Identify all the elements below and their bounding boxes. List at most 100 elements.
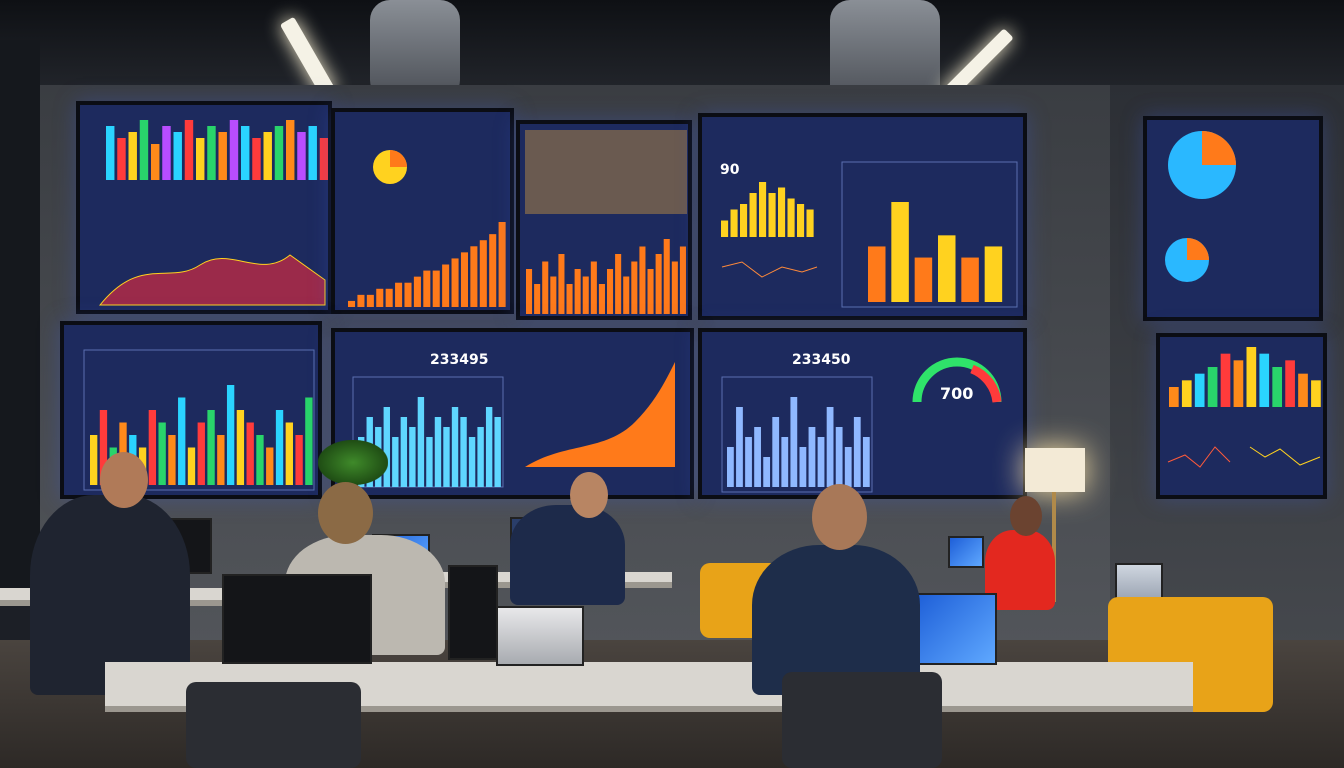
chart-bar bbox=[740, 204, 748, 237]
chart-bar bbox=[1246, 347, 1257, 407]
chart-bar bbox=[663, 239, 670, 314]
lamp-stand bbox=[1052, 492, 1056, 602]
chart-bar bbox=[218, 132, 227, 180]
chart-bar bbox=[404, 282, 412, 307]
chart-bar bbox=[434, 417, 442, 487]
chart-bar bbox=[1311, 380, 1321, 407]
chart-bar bbox=[477, 427, 484, 487]
chart-bar bbox=[400, 417, 408, 487]
pie-slice bbox=[1202, 131, 1236, 165]
chart-bar bbox=[187, 447, 196, 485]
chart-bar bbox=[808, 427, 816, 487]
chart-bar bbox=[90, 435, 98, 485]
chart-bar bbox=[229, 120, 239, 180]
chart-bar bbox=[274, 126, 284, 180]
chart-bar bbox=[443, 427, 450, 487]
area-chart bbox=[98, 254, 326, 306]
chart-bar bbox=[256, 435, 264, 485]
chart-bar bbox=[749, 193, 757, 237]
chart-frame bbox=[721, 376, 873, 493]
monitor bbox=[222, 574, 372, 664]
chart-bar bbox=[417, 397, 425, 487]
chart-frame bbox=[841, 161, 1018, 308]
chart-bar bbox=[162, 126, 171, 180]
chart-bar bbox=[844, 447, 852, 487]
chart-frame bbox=[83, 349, 315, 491]
chart-bar bbox=[197, 422, 205, 485]
person-seated-front bbox=[752, 545, 920, 695]
chart-bar bbox=[263, 132, 272, 180]
kpi-value: 233450 bbox=[792, 352, 851, 368]
chart-bar bbox=[451, 258, 459, 307]
chart-bar bbox=[207, 126, 216, 180]
gauge-arc-red bbox=[970, 364, 1002, 403]
floor-lamp bbox=[1025, 448, 1085, 492]
chart-bar bbox=[308, 126, 317, 180]
chart-bar bbox=[285, 422, 293, 485]
pie-slice bbox=[1187, 238, 1209, 260]
chart-bar bbox=[526, 269, 533, 314]
chart-bar bbox=[413, 276, 421, 307]
chart-bar bbox=[392, 437, 399, 487]
chart-bar bbox=[217, 435, 225, 485]
chart-bar bbox=[485, 407, 493, 487]
pie-slice bbox=[390, 150, 407, 167]
kpi-value: 233495 bbox=[430, 352, 489, 368]
dashboard-screen-video-orange-bars bbox=[516, 120, 692, 320]
line-chart bbox=[1249, 446, 1321, 466]
area-chart bbox=[525, 362, 675, 467]
chart-bar bbox=[631, 261, 638, 314]
chart-bar bbox=[409, 427, 416, 487]
laptop bbox=[496, 606, 584, 666]
chart-bar bbox=[295, 435, 303, 485]
chart-bar bbox=[853, 417, 861, 487]
chart-bar bbox=[1207, 367, 1218, 407]
chart-bar bbox=[266, 447, 274, 485]
laptop bbox=[948, 536, 984, 568]
ceiling bbox=[0, 0, 1344, 95]
chart-bar bbox=[451, 407, 459, 487]
dashboard-screen-yellow-bars: 90 bbox=[698, 113, 1027, 320]
chart-bar bbox=[984, 246, 1003, 302]
chart-bar bbox=[376, 288, 384, 307]
person-head bbox=[1010, 496, 1042, 536]
chart-bar bbox=[226, 385, 235, 485]
chart-bar bbox=[148, 410, 157, 485]
chart-bar bbox=[184, 120, 194, 180]
chart-bar bbox=[759, 182, 767, 237]
chart-bar bbox=[790, 397, 798, 487]
gauge-value: 700 bbox=[940, 384, 974, 403]
chart-bar bbox=[727, 447, 734, 487]
chart-bar bbox=[460, 252, 468, 307]
chart-bar bbox=[468, 437, 476, 487]
chart-bar bbox=[348, 300, 356, 307]
office-chair bbox=[782, 672, 942, 768]
chart-bar bbox=[286, 120, 295, 180]
chart-bar bbox=[826, 407, 834, 487]
chart-bar bbox=[574, 269, 581, 314]
chart-bar bbox=[938, 235, 956, 302]
chart-bar bbox=[615, 254, 622, 314]
chart-bar bbox=[623, 276, 630, 314]
dashboard-screen-pie-orange-bars bbox=[331, 108, 514, 314]
chart-bar bbox=[139, 120, 149, 180]
chart-bar bbox=[763, 457, 771, 487]
chart-bar bbox=[647, 269, 654, 314]
person-head bbox=[318, 482, 373, 544]
chart-bar bbox=[550, 276, 557, 314]
chart-bar bbox=[868, 246, 886, 302]
chart-bar bbox=[207, 410, 215, 485]
line-chart bbox=[1167, 446, 1231, 468]
dashboard-screen-rainbow-bars bbox=[76, 101, 332, 314]
dashboard-screen-bars-lines bbox=[1156, 333, 1327, 499]
chart-bar bbox=[442, 264, 450, 307]
chart-bar bbox=[489, 234, 497, 307]
pillar bbox=[0, 40, 40, 600]
person-head bbox=[570, 472, 608, 518]
chart-bar bbox=[534, 284, 541, 314]
chart-bar bbox=[395, 282, 403, 307]
chart-bar bbox=[151, 144, 160, 180]
chart-bar bbox=[498, 222, 506, 307]
monitor bbox=[448, 565, 498, 660]
chart-bar bbox=[835, 427, 843, 487]
